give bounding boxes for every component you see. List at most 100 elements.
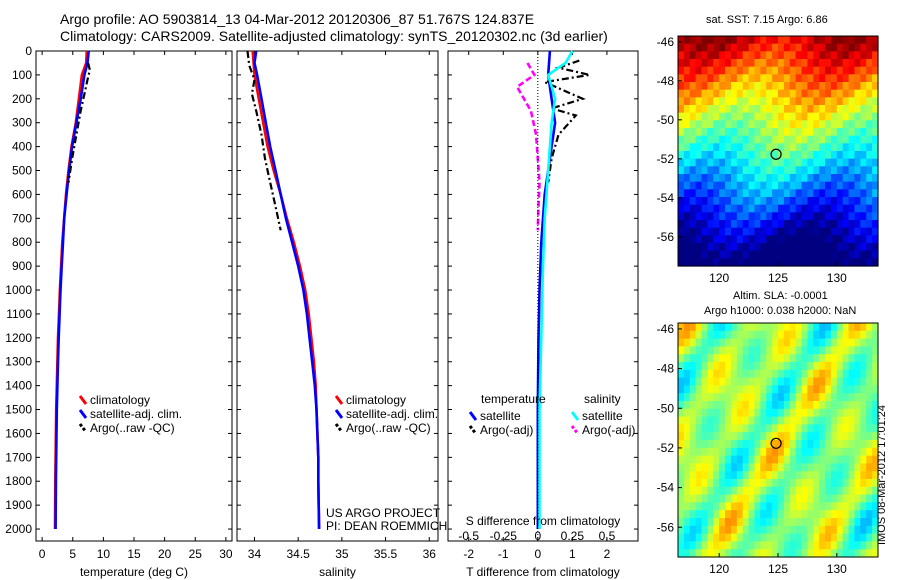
heatmap-cell bbox=[772, 135, 779, 144]
heatmap-cell bbox=[701, 151, 709, 160]
heatmap-cell bbox=[678, 174, 685, 183]
heatmap-cell bbox=[772, 243, 779, 252]
heatmap-cell bbox=[848, 112, 856, 121]
heatmap-cell bbox=[695, 338, 703, 347]
heatmap-cell bbox=[689, 158, 697, 167]
heatmap-cell bbox=[819, 510, 826, 519]
heatmap-cell bbox=[836, 174, 844, 183]
heatmap-cell bbox=[813, 393, 820, 402]
heatmap-cell bbox=[754, 51, 761, 60]
heatmap-cell bbox=[689, 369, 697, 379]
heatmap-cell bbox=[725, 250, 732, 259]
heatmap-cell bbox=[795, 338, 803, 347]
heatmap-cell bbox=[842, 510, 850, 519]
heatmap-cell bbox=[748, 250, 756, 259]
heatmap-cell bbox=[742, 385, 750, 394]
heatmap-cell bbox=[842, 235, 850, 244]
heatmap-cell bbox=[760, 502, 767, 511]
heatmap-cell bbox=[742, 479, 750, 488]
heatmap-cell bbox=[778, 112, 785, 121]
heatmap-cell bbox=[854, 408, 861, 418]
heatmap-cell bbox=[807, 447, 814, 457]
heatmap-cell bbox=[701, 385, 709, 394]
heatmap-cell bbox=[789, 89, 797, 98]
heatmap-cell bbox=[707, 220, 714, 229]
heatmap-cell bbox=[683, 158, 691, 167]
heatmap-cell bbox=[813, 518, 820, 527]
heatmap-cell bbox=[789, 541, 797, 550]
heatmap-cell bbox=[678, 212, 685, 221]
heatmap-cell bbox=[854, 510, 861, 519]
heatmap-cell bbox=[713, 258, 720, 267]
heatmap-cell bbox=[730, 204, 738, 213]
heatmap-cell bbox=[736, 174, 744, 183]
heatmap-cell bbox=[695, 525, 703, 535]
heatmap-cell bbox=[760, 541, 767, 550]
heatmap-cell bbox=[866, 258, 873, 267]
heatmap-cell bbox=[760, 204, 767, 213]
heatmap-cell bbox=[730, 494, 738, 503]
heatmap-cell bbox=[742, 369, 750, 379]
heatmap-cell bbox=[678, 89, 685, 98]
profile-panel-1: 0100200300400500600700800900100011001200… bbox=[5, 44, 233, 579]
heatmap-cell bbox=[848, 447, 856, 457]
y-tick-label: 100 bbox=[12, 68, 32, 82]
heatmap-cell bbox=[689, 128, 697, 137]
heatmap-cell bbox=[819, 97, 826, 106]
heatmap-cell bbox=[707, 59, 714, 68]
heatmap-cell bbox=[760, 471, 767, 480]
heatmap-cell bbox=[813, 354, 820, 363]
heatmap-cell bbox=[807, 393, 814, 402]
heatmap-cell bbox=[819, 43, 826, 52]
y-tick-label: 1100 bbox=[6, 307, 32, 321]
heatmap-cell bbox=[701, 166, 709, 175]
heatmap-cell bbox=[807, 258, 814, 267]
heatmap-cell bbox=[695, 74, 703, 83]
y-tick-label: -46 bbox=[657, 35, 675, 49]
heatmap-cell bbox=[766, 89, 773, 98]
heatmap-cell bbox=[748, 74, 756, 83]
heatmap-cell bbox=[860, 97, 867, 106]
heatmap-cell bbox=[701, 197, 709, 206]
heatmap-cell bbox=[736, 189, 744, 198]
legend-entry: Argo(-adj) bbox=[582, 423, 635, 437]
heatmap-cell bbox=[842, 189, 850, 198]
heatmap-cell bbox=[866, 377, 873, 386]
x-tick-label: 25 bbox=[189, 547, 203, 561]
heatmap-cell bbox=[730, 518, 738, 527]
heatmap-cell bbox=[801, 463, 809, 472]
heatmap-cell bbox=[830, 97, 838, 106]
heatmap-cell bbox=[725, 189, 732, 198]
heatmap-cell bbox=[689, 385, 697, 394]
heatmap-cell bbox=[695, 510, 703, 519]
heatmap-cell bbox=[848, 479, 856, 488]
heatmap-cell bbox=[707, 494, 714, 503]
heatmap-cell bbox=[772, 120, 779, 129]
heatmap-cell bbox=[742, 51, 750, 60]
y-tick-label: 1000 bbox=[5, 283, 32, 297]
heatmap-cell bbox=[701, 258, 709, 267]
heatmap-cell bbox=[713, 362, 720, 371]
heatmap-cell bbox=[742, 323, 750, 332]
legend-entry: Argo(..raw -QC) bbox=[346, 421, 431, 435]
heatmap-cell bbox=[730, 471, 738, 480]
heatmap-cell bbox=[795, 440, 803, 449]
heatmap-cell bbox=[695, 151, 703, 160]
heatmap-cell bbox=[830, 471, 838, 480]
heatmap-cell bbox=[825, 549, 832, 558]
heatmap-cell bbox=[836, 346, 844, 355]
heatmap-cell bbox=[748, 408, 756, 418]
x-tick-label: 130 bbox=[827, 562, 847, 576]
heatmap-cell bbox=[830, 220, 838, 229]
legend-swatch bbox=[78, 423, 88, 433]
heatmap-cell bbox=[742, 197, 750, 206]
heatmap-cell bbox=[719, 43, 726, 52]
heatmap-cell bbox=[860, 518, 867, 527]
heatmap-cell bbox=[730, 82, 738, 91]
axes-frame bbox=[447, 50, 639, 542]
heatmap-cell bbox=[836, 463, 844, 472]
y-tick-label: 1800 bbox=[5, 474, 32, 488]
heatmap-cell bbox=[848, 338, 856, 347]
heatmap-cell bbox=[872, 541, 879, 550]
heatmap-cell bbox=[754, 258, 761, 267]
